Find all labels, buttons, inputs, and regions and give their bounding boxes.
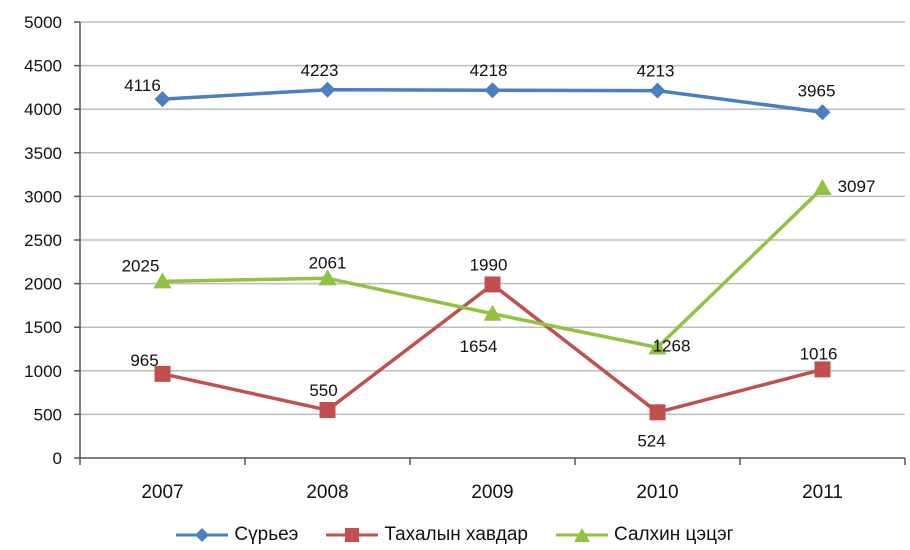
data-label: 524 [637, 431, 665, 450]
data-point-square [320, 402, 336, 418]
data-label: 1016 [800, 344, 838, 363]
x-axis: 2007 2008 2009 2010 2011 [80, 458, 905, 503]
x-tick-label: 2007 [141, 482, 183, 503]
y-tick-label: 500 [34, 405, 62, 424]
data-label: 4213 [637, 62, 675, 81]
data-point-square [650, 404, 666, 420]
y-tick-label: 4500 [24, 57, 62, 76]
data-label: 2025 [122, 256, 160, 275]
data-label: 1990 [470, 255, 508, 274]
y-tick-label: 2500 [24, 231, 62, 250]
data-label: 3965 [798, 81, 836, 100]
legend-swatch-diamond [176, 527, 228, 543]
legend-label: Салхин цэцэг [614, 524, 734, 546]
x-tick-label: 2008 [306, 482, 348, 503]
y-axis: 0 500 1000 1500 2000 2500 3000 3500 4000 4500 5000 [24, 13, 80, 468]
legend-item-series-2: Тахалын хавдар [326, 524, 528, 546]
legend-item-series-1: Сүрьеэ [176, 524, 298, 546]
y-tick-label: 4000 [24, 100, 62, 119]
y-tick-label: 2000 [24, 275, 62, 294]
data-label: 550 [309, 381, 337, 400]
y-tick-label: 0 [53, 449, 62, 468]
legend: Сүрьеэ Тахалын хавдар Салхин цэцэг [0, 524, 910, 546]
legend-swatch-square [326, 527, 378, 543]
x-tick-label: 2009 [471, 482, 513, 503]
line-chart: 0 500 1000 1500 2000 2500 3000 3500 4000 4500 5000… [0, 0, 910, 520]
data-label: 3097 [838, 177, 876, 196]
data-label: 4223 [301, 61, 339, 80]
legend-swatch-triangle [556, 527, 608, 543]
legend-label: Тахалын хавдар [384, 524, 528, 546]
data-label: 1268 [653, 336, 691, 355]
data-labels: 4116 4223 4218 4213 3965 965 550 1990 524 1016 202… [122, 61, 876, 451]
data-point-triangle [814, 179, 832, 195]
data-point-diamond [485, 82, 501, 98]
series-layer [154, 82, 832, 421]
data-label: 2061 [309, 253, 347, 272]
data-label: 4116 [124, 76, 161, 95]
y-tick-label: 1000 [24, 362, 62, 381]
y-tick-label: 5000 [24, 13, 62, 32]
x-tick-label: 2010 [636, 482, 678, 503]
data-point-diamond [650, 83, 666, 99]
data-point-diamond [815, 104, 831, 120]
data-point-square [815, 361, 831, 377]
data-point-diamond [320, 82, 336, 98]
x-tick-label: 2011 [802, 482, 843, 503]
legend-item-series-3: Салхин цэцэг [556, 524, 734, 546]
data-label: 1654 [460, 337, 498, 356]
y-tick-label: 3500 [24, 144, 62, 163]
y-tick-label: 1500 [24, 318, 62, 337]
y-tick-label: 3000 [24, 187, 62, 206]
data-point-square [485, 276, 501, 292]
legend-label: Сүрьеэ [234, 524, 298, 546]
data-label: 4218 [470, 61, 508, 80]
data-label: 965 [130, 351, 158, 370]
